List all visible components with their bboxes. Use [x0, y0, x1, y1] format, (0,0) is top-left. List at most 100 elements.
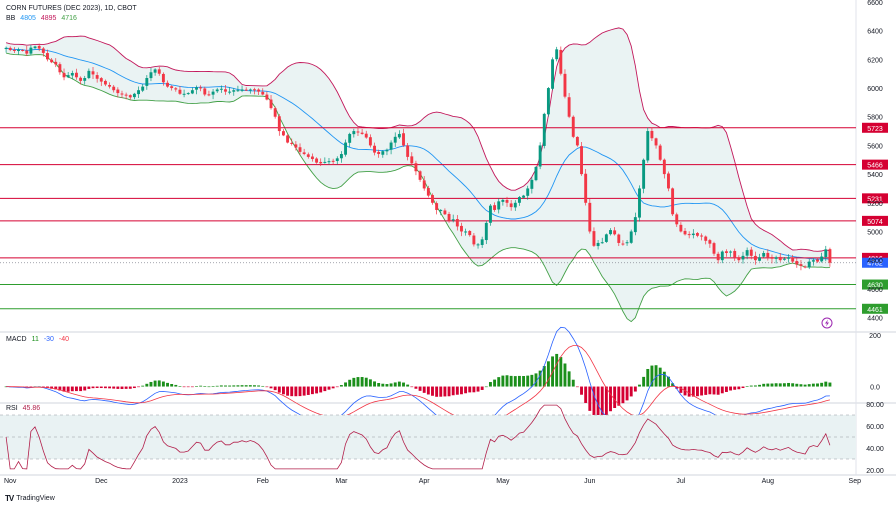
- candle-body[interactable]: [567, 97, 571, 117]
- candle-body[interactable]: [327, 161, 331, 163]
- candle-body[interactable]: [745, 250, 749, 256]
- candle-body[interactable]: [613, 230, 617, 235]
- candle-body[interactable]: [157, 69, 161, 74]
- candle-body[interactable]: [762, 252, 766, 257]
- candle-body[interactable]: [414, 163, 418, 172]
- candle-body[interactable]: [497, 201, 501, 210]
- candle-body[interactable]: [741, 255, 745, 260]
- candle-body[interactable]: [360, 132, 364, 134]
- symbol-legend[interactable]: CORN FUTURES (DEC 2023), 1D, CBOT: [6, 5, 140, 12]
- candle-body[interactable]: [501, 199, 505, 202]
- candle-body[interactable]: [128, 95, 132, 98]
- candle-body[interactable]: [517, 197, 521, 203]
- candle-body[interactable]: [687, 234, 691, 236]
- candle-body[interactable]: [368, 137, 372, 146]
- candle-body[interactable]: [25, 50, 29, 54]
- candle-body[interactable]: [617, 234, 621, 243]
- candle-body[interactable]: [493, 205, 497, 210]
- candle-body[interactable]: [609, 230, 612, 235]
- candle-body[interactable]: [530, 179, 534, 189]
- candle-body[interactable]: [426, 188, 430, 196]
- candle-body[interactable]: [331, 160, 335, 162]
- candle-body[interactable]: [54, 61, 58, 65]
- candle-body[interactable]: [588, 202, 592, 232]
- candle-body[interactable]: [803, 266, 807, 268]
- candle-body[interactable]: [799, 264, 803, 266]
- candle-body[interactable]: [538, 145, 542, 167]
- candle-body[interactable]: [95, 75, 99, 79]
- candle-body[interactable]: [137, 90, 140, 95]
- candle-body[interactable]: [17, 49, 20, 52]
- candle-body[interactable]: [472, 235, 476, 245]
- candle-body[interactable]: [356, 131, 360, 133]
- candle-body[interactable]: [633, 217, 637, 233]
- candle-body[interactable]: [638, 188, 641, 218]
- candle-body[interactable]: [4, 47, 8, 50]
- candle-body[interactable]: [174, 88, 178, 90]
- candle-body[interactable]: [716, 253, 720, 261]
- candle-body[interactable]: [41, 48, 45, 53]
- candle-body[interactable]: [654, 138, 658, 146]
- candle-body[interactable]: [91, 71, 95, 75]
- candle-body[interactable]: [178, 89, 182, 94]
- candle-body[interactable]: [476, 244, 480, 246]
- candle-body[interactable]: [770, 257, 774, 259]
- candle-body[interactable]: [385, 149, 389, 152]
- candle-body[interactable]: [298, 147, 302, 152]
- candle-body[interactable]: [103, 80, 107, 85]
- candle-body[interactable]: [207, 94, 211, 96]
- candle-body[interactable]: [145, 78, 149, 86]
- candle-body[interactable]: [219, 88, 223, 90]
- candle-body[interactable]: [306, 154, 310, 157]
- candle-body[interactable]: [824, 249, 828, 258]
- candle-body[interactable]: [712, 243, 716, 254]
- candle-body[interactable]: [683, 230, 687, 235]
- candle-body[interactable]: [364, 133, 368, 138]
- candle-body[interactable]: [335, 158, 339, 161]
- candle-body[interactable]: [203, 88, 207, 95]
- macd-signal-line[interactable]: [6, 345, 830, 426]
- candle-body[interactable]: [758, 257, 761, 261]
- candle-body[interactable]: [667, 173, 670, 189]
- candle-body[interactable]: [828, 249, 832, 263]
- candle-body[interactable]: [170, 86, 174, 89]
- candle-body[interactable]: [782, 258, 786, 260]
- candle-body[interactable]: [290, 142, 294, 144]
- candle-body[interactable]: [310, 156, 314, 160]
- candle-body[interactable]: [447, 213, 451, 221]
- candle-body[interactable]: [720, 251, 724, 261]
- candle-body[interactable]: [83, 78, 87, 81]
- candle-body[interactable]: [294, 144, 298, 148]
- candle-body[interactable]: [675, 214, 679, 225]
- candle-body[interactable]: [778, 256, 782, 261]
- macd-line[interactable]: [6, 326, 830, 431]
- candle-body[interactable]: [526, 188, 530, 196]
- candle-body[interactable]: [592, 231, 596, 246]
- candle-body[interactable]: [402, 133, 405, 146]
- candle-body[interactable]: [50, 59, 54, 63]
- rsi-line[interactable]: [5, 404, 831, 470]
- candle-body[interactable]: [704, 236, 708, 241]
- candle-body[interactable]: [431, 195, 434, 203]
- candle-body[interactable]: [273, 108, 277, 117]
- candle-body[interactable]: [542, 113, 546, 146]
- candle-body[interactable]: [625, 242, 629, 244]
- candle-body[interactable]: [120, 93, 124, 95]
- candle-body[interactable]: [489, 205, 492, 223]
- candle-body[interactable]: [339, 154, 343, 159]
- candle-body[interactable]: [33, 46, 37, 49]
- candle-body[interactable]: [186, 93, 190, 95]
- candle-body[interactable]: [671, 188, 675, 215]
- candle-body[interactable]: [153, 69, 157, 73]
- candle-body[interactable]: [79, 77, 83, 81]
- candle-body[interactable]: [774, 257, 778, 259]
- candle-body[interactable]: [253, 89, 256, 91]
- candle-body[interactable]: [37, 45, 41, 49]
- candle-body[interactable]: [99, 78, 103, 82]
- candle-body[interactable]: [373, 145, 376, 153]
- candle-body[interactable]: [484, 222, 488, 241]
- candle-body[interactable]: [795, 261, 799, 265]
- candle-body[interactable]: [257, 89, 261, 92]
- candle-body[interactable]: [240, 89, 244, 91]
